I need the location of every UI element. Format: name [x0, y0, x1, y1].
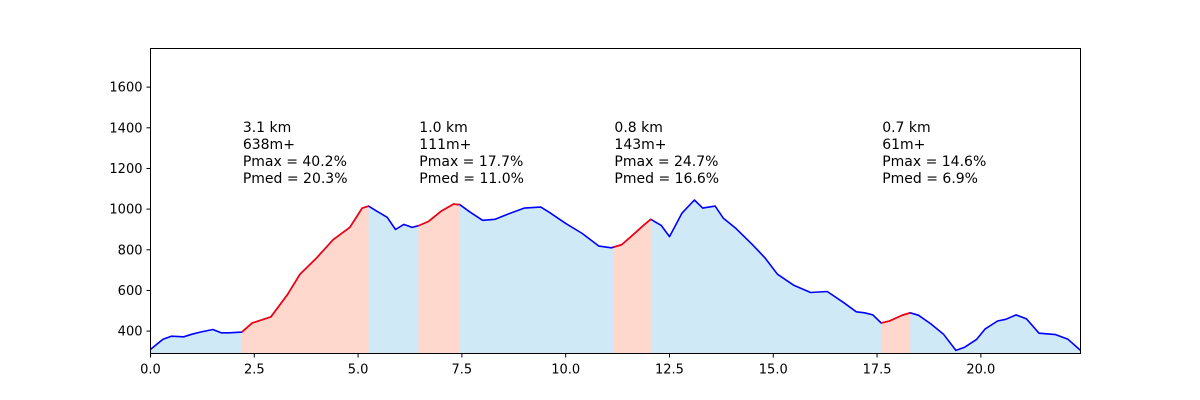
climb-gain: 61m+: [882, 137, 925, 153]
climb-line-3: [613, 218, 652, 248]
climb-pmed: Pmed = 6.9%: [882, 171, 978, 187]
climb-line-1: [241, 205, 369, 333]
climb-gain: 111m+: [419, 137, 471, 153]
y-tick-label: 1600: [109, 81, 142, 96]
climb-area-2: [418, 204, 460, 354]
x-tick-label: 15.0: [759, 363, 788, 378]
climb-pmed: Pmed = 20.3%: [243, 171, 348, 187]
climb-distance: 0.8 km: [614, 120, 662, 136]
y-tick-label: 1000: [109, 203, 142, 218]
y-tick-label: 400: [118, 325, 143, 340]
y-axis: 400 600 800 1000 1200 1400 1600: [109, 81, 151, 340]
climb-distance: 3.1 km: [243, 120, 291, 136]
y-tick-label: 1400: [109, 121, 142, 136]
climb-line-2: [417, 203, 460, 227]
climb-area-3: [613, 219, 651, 354]
x-tick-label: 7.5: [452, 363, 473, 378]
climb-gain: 638m+: [243, 137, 295, 153]
y-tick-label: 1200: [109, 162, 142, 177]
x-tick-label: 12.5: [655, 363, 684, 378]
chart-fills: [150, 200, 1081, 354]
climb-pmax: Pmax = 40.2%: [243, 154, 347, 170]
x-tick-label: 5.0: [348, 363, 369, 378]
climb-line-4: [881, 312, 911, 324]
x-tick-label: 20.0: [966, 363, 995, 378]
climb-area-1: [241, 206, 369, 354]
climb-distance: 1.0 km: [419, 120, 467, 136]
x-tick-label: 0.0: [140, 363, 161, 378]
y-tick-label: 600: [118, 284, 143, 299]
climb-area-4: [881, 312, 911, 354]
climb-pmed: Pmed = 16.6%: [614, 171, 719, 187]
x-tick-label: 10.0: [551, 363, 580, 378]
chart-lines: [149, 199, 1082, 352]
climb-pmed: Pmed = 11.0%: [419, 171, 524, 187]
y-tick-label: 800: [118, 243, 143, 258]
climb-pmax: Pmax = 24.7%: [614, 154, 718, 170]
x-tick-label: 2.5: [244, 363, 265, 378]
x-tick-label: 17.5: [863, 363, 892, 378]
climb-gain: 143m+: [614, 137, 666, 153]
climb-pmax: Pmax = 17.7%: [419, 154, 523, 170]
climb-distance: 0.7 km: [882, 120, 930, 136]
x-axis: 0.0 2.5 5.0 7.5 10.0 12.5 15.0 17.5 20.0: [140, 353, 995, 378]
plot-frame: [150, 48, 1081, 354]
climb-pmax: Pmax = 14.6%: [882, 154, 986, 170]
